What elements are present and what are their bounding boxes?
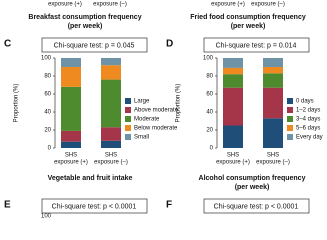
panel-title: Fried food consumption frequency <box>190 14 306 21</box>
legend-label: 5–6 days <box>296 126 320 132</box>
bar-segment <box>223 74 243 88</box>
x-tick-label: exposure (+) <box>54 160 88 166</box>
bar-segment <box>223 67 243 75</box>
x-tick-label: exposure (+) <box>216 160 250 166</box>
test-box <box>41 37 148 53</box>
page: exposure (+) exposure (–) Breakfast consum… <box>4 1 323 219</box>
y-tick-label: 100 <box>41 56 52 62</box>
y-tick-label: 40 <box>206 110 213 116</box>
bar-segment <box>101 65 121 80</box>
chart-title: Vegetable and fruit intake <box>48 175 133 182</box>
x-tick-label: exposure (–) <box>93 2 127 8</box>
panel-label: E <box>4 200 11 211</box>
legend-label: Moderate <box>134 117 160 123</box>
legend-swatch <box>125 134 131 140</box>
panel-title: (per week) <box>231 23 266 30</box>
bar-segment <box>101 140 121 148</box>
legend-swatch <box>287 107 293 113</box>
y-tick-label: 20 <box>206 128 213 134</box>
legend-swatch <box>287 125 293 131</box>
panel-title: Breakfast consumption frequency <box>28 14 141 21</box>
y-tick-label: 0 <box>210 146 214 152</box>
test-label: Chi-square test: p = 0.045 <box>54 42 135 49</box>
bar-segment <box>61 141 81 148</box>
test-label: Chi-square test: p < 0.0001 <box>52 203 137 210</box>
y-tick-label: 40 <box>44 110 51 116</box>
test-box <box>41 198 148 214</box>
legend-swatch <box>125 107 131 113</box>
bar-segment <box>223 87 243 126</box>
legend-label: Small <box>134 135 149 141</box>
x-tick-label: exposure (+) <box>211 2 245 8</box>
bar-segment <box>223 125 243 148</box>
bar-segment <box>263 118 283 148</box>
legend-label: Below moderate <box>134 126 178 132</box>
bar-segment <box>61 86 81 131</box>
bar-segment <box>223 58 243 68</box>
panel-label: D <box>166 39 173 50</box>
legend-swatch <box>125 125 131 131</box>
chart-title: (per week) <box>235 184 270 191</box>
y-axis-title: Proportion (%) <box>14 84 20 123</box>
legend-label: 0 days <box>296 99 314 105</box>
x-tick-label: SHS <box>105 153 117 159</box>
x-tick-label: exposure (–) <box>94 160 128 166</box>
panel-label: C <box>4 39 11 50</box>
test-box <box>203 37 310 53</box>
x-tick-label: exposure (–) <box>251 2 285 8</box>
x-tick-label: SHS <box>227 153 239 159</box>
legend-label: 1–2 days <box>296 108 320 114</box>
legend-label: Every day <box>296 135 323 141</box>
bar-segment <box>61 130 81 142</box>
legend-label: Large <box>134 99 150 105</box>
y-tick-label: 60 <box>206 92 213 98</box>
bar-segment <box>101 79 121 128</box>
test-label: Chi-square test: p = 0.014 <box>216 42 297 49</box>
y-tick-label: 20 <box>44 128 51 134</box>
bar-segment <box>263 58 283 67</box>
legend-label: Above moderate <box>134 108 179 114</box>
y-tick-label: 0 <box>48 146 52 152</box>
panel-label: F <box>166 200 172 211</box>
y-tick-label: 60 <box>44 92 51 98</box>
bar-segment <box>101 58 121 66</box>
test-label: Chi-square test: p < 0.0001 <box>214 203 299 210</box>
y-tick-label: 80 <box>44 74 51 80</box>
x-tick-label: SHS <box>65 153 77 159</box>
y-axis-title: Proportion (%) <box>176 84 182 123</box>
y-tick-label: 80 <box>206 74 213 80</box>
bar-segment <box>101 127 121 141</box>
legend-swatch <box>125 116 131 122</box>
legend-swatch <box>287 134 293 140</box>
bar-segment <box>61 58 81 67</box>
test-box <box>203 198 310 214</box>
legend-swatch <box>287 98 293 104</box>
panel-title: (per week) <box>68 23 103 30</box>
y-tick-label: 100 <box>203 56 214 62</box>
x-tick-label: exposure (–) <box>256 160 290 166</box>
legend-swatch <box>125 98 131 104</box>
bar-segment <box>263 67 283 74</box>
bar-segment <box>61 67 81 87</box>
legend-swatch <box>287 116 293 122</box>
y-tick-label: 100 <box>41 214 52 219</box>
legend-label: 3–4 days <box>296 117 320 123</box>
bar-segment <box>263 87 283 119</box>
figure: exposure (+) exposure (–) Breakfast consum… <box>4 2 323 219</box>
x-tick-label: SHS <box>267 153 279 159</box>
chart-title: Alcohol consumption frequency <box>199 175 306 182</box>
x-tick-label: exposure (+) <box>48 2 82 8</box>
bar-segment <box>263 73 283 88</box>
